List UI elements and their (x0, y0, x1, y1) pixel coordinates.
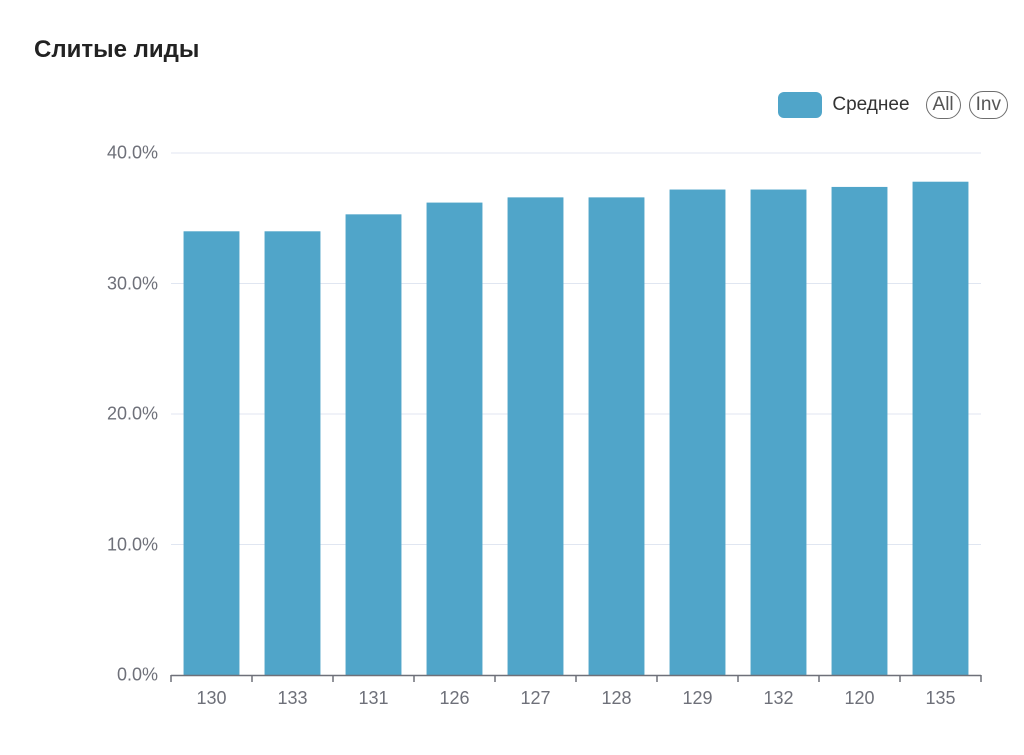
bar[interactable] (588, 197, 645, 675)
bar[interactable] (669, 189, 726, 676)
legend: Среднее All Inv (778, 91, 1008, 119)
y-tick-label: 40.0% (106, 142, 158, 163)
bar[interactable] (183, 231, 240, 676)
bar[interactable] (750, 189, 807, 676)
x-tick-label: 133 (277, 688, 308, 708)
bar[interactable] (345, 214, 402, 675)
y-tick-label: 20.0% (106, 403, 158, 424)
chart-title: Слитые лиды (34, 36, 200, 63)
bar[interactable] (912, 181, 969, 675)
legend-label[interactable]: Среднее (832, 94, 910, 115)
invert-selection-button[interactable]: Inv (968, 91, 1008, 119)
x-tick-label: 130 (196, 688, 227, 708)
legend-swatch[interactable] (778, 92, 823, 118)
x-tick-label: 135 (925, 688, 956, 708)
x-tick-label: 131 (358, 688, 389, 708)
x-tick-label: 129 (682, 688, 713, 708)
bar[interactable] (831, 186, 888, 675)
select-all-button[interactable]: All (925, 91, 961, 119)
x-tick-label: 126 (439, 688, 470, 708)
bar[interactable] (507, 197, 564, 675)
x-tick-label: 127 (520, 688, 551, 708)
y-tick-label: 10.0% (106, 534, 158, 554)
x-tick-label: 128 (601, 688, 632, 708)
x-tick-label: 120 (844, 688, 875, 708)
y-tick-label: 30.0% (106, 273, 158, 293)
bar[interactable] (426, 202, 483, 675)
y-tick-label: 0.0% (116, 664, 158, 685)
x-tick-label: 132 (763, 688, 794, 708)
bar[interactable] (264, 231, 321, 676)
